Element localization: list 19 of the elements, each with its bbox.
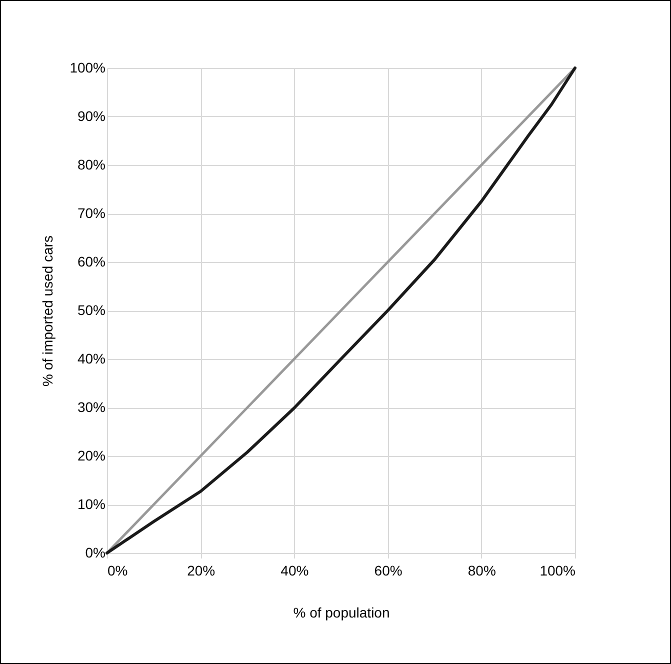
y-tick-label: 60% (77, 254, 106, 270)
y-tick-label: 10% (77, 496, 106, 512)
y-tick-label: 80% (77, 156, 106, 172)
x-tick-label: 60% (374, 562, 402, 578)
y-tick-label: 0% (85, 544, 106, 560)
x-tick-label: 20% (187, 562, 216, 578)
x-tick-label: 80% (468, 562, 496, 578)
y-tick-label: 50% (77, 302, 106, 318)
x-tick-label: 100% (540, 562, 576, 578)
y-tick-label: 90% (77, 108, 106, 124)
y-tick-label: 100% (70, 60, 106, 76)
y-tick-label: 20% (77, 448, 106, 464)
y-tick-label: 30% (77, 399, 106, 415)
x-tick-label: 0% (108, 562, 128, 578)
y-axis-title: % of imported used cars (40, 236, 56, 386)
y-tick-label: 40% (77, 350, 106, 366)
x-tick-label: 40% (280, 562, 309, 578)
y-tick-label: 70% (77, 205, 106, 221)
x-axis-title: % of population (293, 604, 390, 620)
